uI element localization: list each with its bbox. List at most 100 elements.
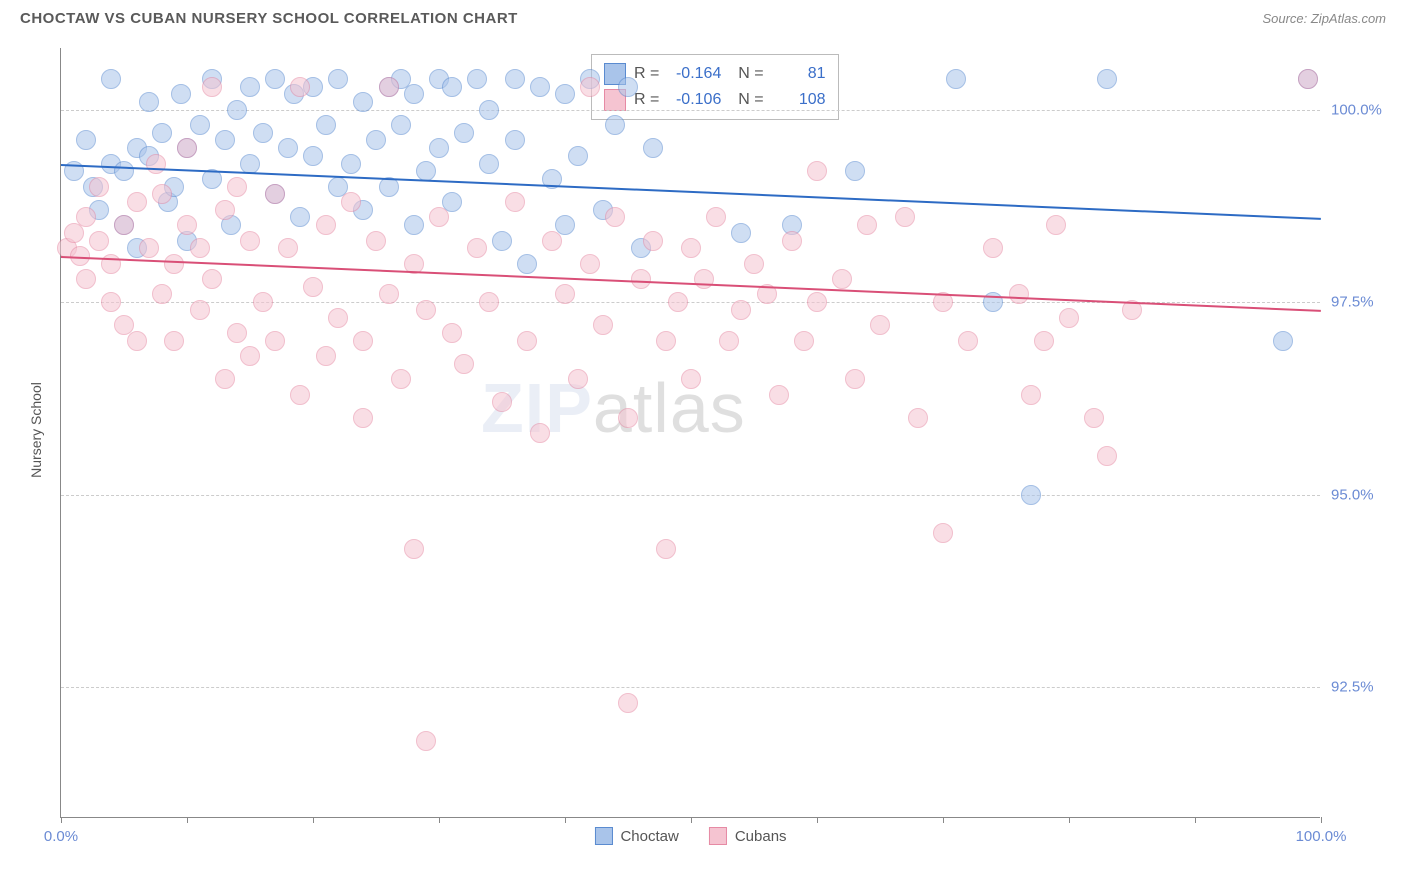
data-point bbox=[895, 207, 915, 227]
data-point bbox=[404, 84, 424, 104]
data-point bbox=[114, 215, 134, 235]
watermark: ZIPatlas bbox=[481, 368, 746, 448]
data-point bbox=[303, 146, 323, 166]
data-point bbox=[505, 69, 525, 89]
data-point bbox=[530, 423, 550, 443]
x-tick bbox=[817, 817, 818, 823]
x-tick bbox=[187, 817, 188, 823]
data-point bbox=[618, 77, 638, 97]
data-point bbox=[555, 84, 575, 104]
x-tick bbox=[439, 817, 440, 823]
data-point bbox=[404, 215, 424, 235]
data-point bbox=[101, 254, 121, 274]
data-point bbox=[857, 215, 877, 235]
data-point bbox=[555, 284, 575, 304]
data-point bbox=[794, 331, 814, 351]
data-point bbox=[731, 223, 751, 243]
legend-n-value: 81 bbox=[772, 65, 826, 83]
data-point bbox=[227, 100, 247, 120]
data-point bbox=[240, 77, 260, 97]
x-tick bbox=[1195, 817, 1196, 823]
bottom-legend-item: Choctaw bbox=[594, 827, 678, 845]
trendline bbox=[61, 164, 1321, 220]
data-point bbox=[1084, 408, 1104, 428]
gridline-h bbox=[61, 687, 1320, 688]
data-point bbox=[353, 331, 373, 351]
data-point bbox=[479, 154, 499, 174]
legend-label: Choctaw bbox=[620, 828, 678, 845]
data-point bbox=[1046, 215, 1066, 235]
trendline bbox=[61, 256, 1321, 312]
data-point bbox=[719, 331, 739, 351]
data-point bbox=[454, 354, 474, 374]
data-point bbox=[164, 254, 184, 274]
data-point bbox=[1059, 308, 1079, 328]
data-point bbox=[127, 192, 147, 212]
data-point bbox=[341, 154, 361, 174]
data-point bbox=[454, 123, 474, 143]
data-point bbox=[1097, 446, 1117, 466]
data-point bbox=[290, 207, 310, 227]
data-point bbox=[618, 693, 638, 713]
chart-plot-area: ZIPatlas R = -0.164 N = 81R = -0.106 N =… bbox=[60, 48, 1320, 818]
data-point bbox=[76, 269, 96, 289]
data-point bbox=[908, 408, 928, 428]
data-point bbox=[164, 331, 184, 351]
legend-r-value: -0.164 bbox=[667, 65, 721, 83]
data-point bbox=[265, 69, 285, 89]
data-point bbox=[240, 346, 260, 366]
data-point bbox=[391, 115, 411, 135]
data-point bbox=[139, 238, 159, 258]
data-point bbox=[202, 77, 222, 97]
data-point bbox=[290, 385, 310, 405]
data-point bbox=[328, 69, 348, 89]
data-point bbox=[530, 77, 550, 97]
legend-r-label: R = bbox=[634, 65, 659, 83]
y-tick-label: 100.0% bbox=[1331, 101, 1382, 118]
data-point bbox=[190, 238, 210, 258]
data-point bbox=[744, 254, 764, 274]
data-point bbox=[303, 277, 323, 297]
data-point bbox=[870, 315, 890, 335]
data-point bbox=[227, 323, 247, 343]
legend-n-value: 108 bbox=[772, 91, 826, 109]
data-point bbox=[366, 231, 386, 251]
data-point bbox=[656, 331, 676, 351]
data-point bbox=[89, 231, 109, 251]
data-point bbox=[152, 284, 172, 304]
data-point bbox=[152, 184, 172, 204]
data-point bbox=[89, 177, 109, 197]
data-point bbox=[681, 238, 701, 258]
data-point bbox=[832, 269, 852, 289]
data-point bbox=[76, 207, 96, 227]
data-point bbox=[366, 130, 386, 150]
data-point bbox=[316, 346, 336, 366]
data-point bbox=[101, 292, 121, 312]
x-tick-label: 0.0% bbox=[44, 828, 78, 845]
legend-label: Cubans bbox=[735, 828, 787, 845]
data-point bbox=[1021, 385, 1041, 405]
data-point bbox=[146, 154, 166, 174]
data-point bbox=[253, 292, 273, 312]
data-point bbox=[706, 207, 726, 227]
data-point bbox=[505, 130, 525, 150]
bottom-legend: Choctaw Cubans bbox=[594, 827, 786, 845]
legend-r-value: -0.106 bbox=[667, 91, 721, 109]
y-tick-label: 97.5% bbox=[1331, 294, 1374, 311]
data-point bbox=[429, 138, 449, 158]
source-label: Source: ZipAtlas.com bbox=[1262, 11, 1386, 26]
data-point bbox=[593, 315, 613, 335]
data-point bbox=[316, 215, 336, 235]
data-point bbox=[807, 292, 827, 312]
data-point bbox=[379, 77, 399, 97]
data-point bbox=[278, 138, 298, 158]
data-point bbox=[328, 308, 348, 328]
data-point bbox=[807, 161, 827, 181]
data-point bbox=[1097, 69, 1117, 89]
data-point bbox=[253, 123, 273, 143]
legend-n-label: N = bbox=[729, 91, 763, 109]
data-point bbox=[341, 192, 361, 212]
y-tick-label: 92.5% bbox=[1331, 679, 1374, 696]
data-point bbox=[202, 269, 222, 289]
legend-n-label: N = bbox=[729, 65, 763, 83]
